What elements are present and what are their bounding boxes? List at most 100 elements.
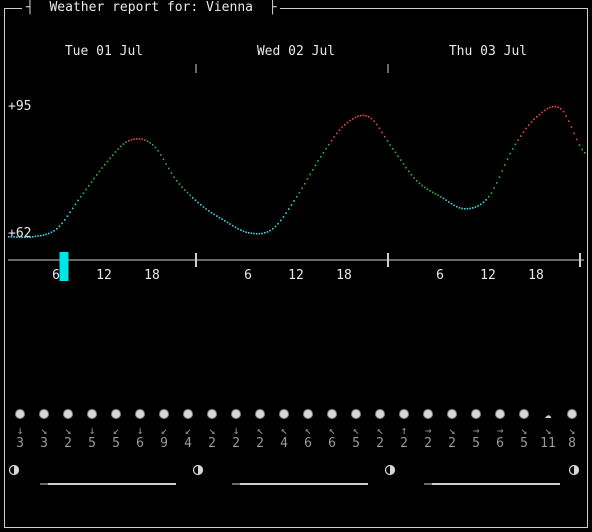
x-tick-label: 18 <box>528 268 544 283</box>
temperature-point <box>194 199 197 201</box>
temperature-point <box>549 106 551 109</box>
temperature-point <box>480 203 482 206</box>
temperature-point <box>416 180 418 182</box>
temperature-point <box>128 140 130 142</box>
temperature-point <box>221 218 223 220</box>
temperature-point <box>453 204 455 207</box>
moon-icon <box>519 409 529 419</box>
temperature-point <box>544 109 546 112</box>
temperature-point <box>421 184 423 187</box>
hourly-forecast-row: ↓3↘3↘2↓5↙5↓6↙9↙4↘2↓2↖2↖4↖6↖6↖5↖2↑2→2↘2→5… <box>15 407 577 451</box>
temperature-point <box>293 200 295 202</box>
temperature-point <box>485 199 487 201</box>
temperature-point <box>112 154 114 156</box>
temperature-point <box>168 167 170 170</box>
temperature-point <box>64 219 66 221</box>
temperature-point <box>581 148 583 151</box>
temperature-point <box>352 118 354 120</box>
wind-speed: 2 <box>208 436 216 451</box>
temperature-point <box>418 182 421 185</box>
temperature-point <box>141 138 143 141</box>
temperature-point <box>37 235 39 237</box>
temperature-point <box>10 236 13 238</box>
wind-speed: 5 <box>472 436 480 451</box>
temperature-point <box>170 172 173 174</box>
temperature-point <box>242 230 245 233</box>
temperature-point <box>136 138 138 140</box>
moon-icon <box>183 409 193 419</box>
temperature-point <box>541 111 543 114</box>
temperature-point <box>125 141 127 143</box>
temperature-point <box>277 222 279 225</box>
temperature-point <box>482 201 485 204</box>
moon-icon <box>159 409 169 419</box>
moon-icon <box>375 409 385 419</box>
temperature-point <box>370 117 373 120</box>
temperature-point <box>24 236 26 239</box>
temperature-point <box>34 235 37 238</box>
wind-speed: 3 <box>40 436 48 451</box>
x-tick-label: 12 <box>96 268 112 283</box>
temperature-point <box>53 230 55 232</box>
temperature-point <box>474 206 477 208</box>
temperature-point <box>570 126 573 128</box>
temperature-point <box>178 183 181 185</box>
temperature-point <box>61 222 63 225</box>
temperature-point <box>472 207 474 209</box>
temperature-point <box>266 231 269 233</box>
temperature-point <box>154 146 157 149</box>
wind-direction-icon: → <box>473 424 480 437</box>
moon-icon <box>279 409 289 419</box>
temperature-point <box>250 232 253 234</box>
temperature-point <box>184 189 186 191</box>
temperature-point <box>525 127 527 130</box>
temperature-point <box>578 144 581 146</box>
temperature-point <box>16 236 18 238</box>
wind-direction-icon: → <box>497 424 504 437</box>
temperature-point <box>229 223 231 225</box>
temperature-point <box>309 173 311 176</box>
temperature-point <box>362 114 365 117</box>
temperature-point <box>146 140 149 142</box>
temperature-point <box>490 192 493 194</box>
temperature-point <box>85 188 87 191</box>
wind-direction-icon: ↘ <box>545 424 552 437</box>
temperature-point <box>189 194 191 197</box>
temperature-point <box>402 163 405 165</box>
temperature-point <box>464 208 466 210</box>
temperature-point <box>301 187 303 190</box>
wind-direction-icon: ↖ <box>377 424 384 437</box>
temperature-point <box>400 159 402 161</box>
temperature-point <box>568 120 570 122</box>
moon-icon <box>63 409 73 419</box>
wind-direction-icon: ↘ <box>449 424 456 437</box>
wind-speed: 8 <box>568 436 576 451</box>
moon-phase-row <box>8 464 580 485</box>
temperature-point <box>256 232 258 235</box>
x-tick-label: 6 <box>52 268 60 283</box>
temperature-point <box>477 205 479 207</box>
temperature-point <box>258 232 261 235</box>
temperature-point <box>517 139 519 141</box>
temperature-point <box>29 236 31 238</box>
wind-speed: 3 <box>16 436 24 451</box>
temperature-point <box>120 145 122 148</box>
wind-direction-icon: ↖ <box>257 424 264 437</box>
temperature-point <box>330 139 333 142</box>
wind-speed: 4 <box>280 436 288 451</box>
temperature-point <box>514 143 517 146</box>
wind-direction-icon: ↘ <box>65 424 72 437</box>
temperature-point <box>392 148 394 150</box>
temperature-point <box>381 131 383 134</box>
temperature-point <box>26 236 29 239</box>
wind-speed: 4 <box>184 436 192 451</box>
temperature-point <box>205 208 207 210</box>
temperature-point <box>405 166 407 169</box>
temperature-point <box>197 201 199 204</box>
temperature-point <box>80 196 82 198</box>
wind-speed: 5 <box>112 436 120 451</box>
wind-direction-icon: ↖ <box>329 424 336 437</box>
temperature-point <box>509 152 511 155</box>
temperature-point <box>346 121 349 124</box>
